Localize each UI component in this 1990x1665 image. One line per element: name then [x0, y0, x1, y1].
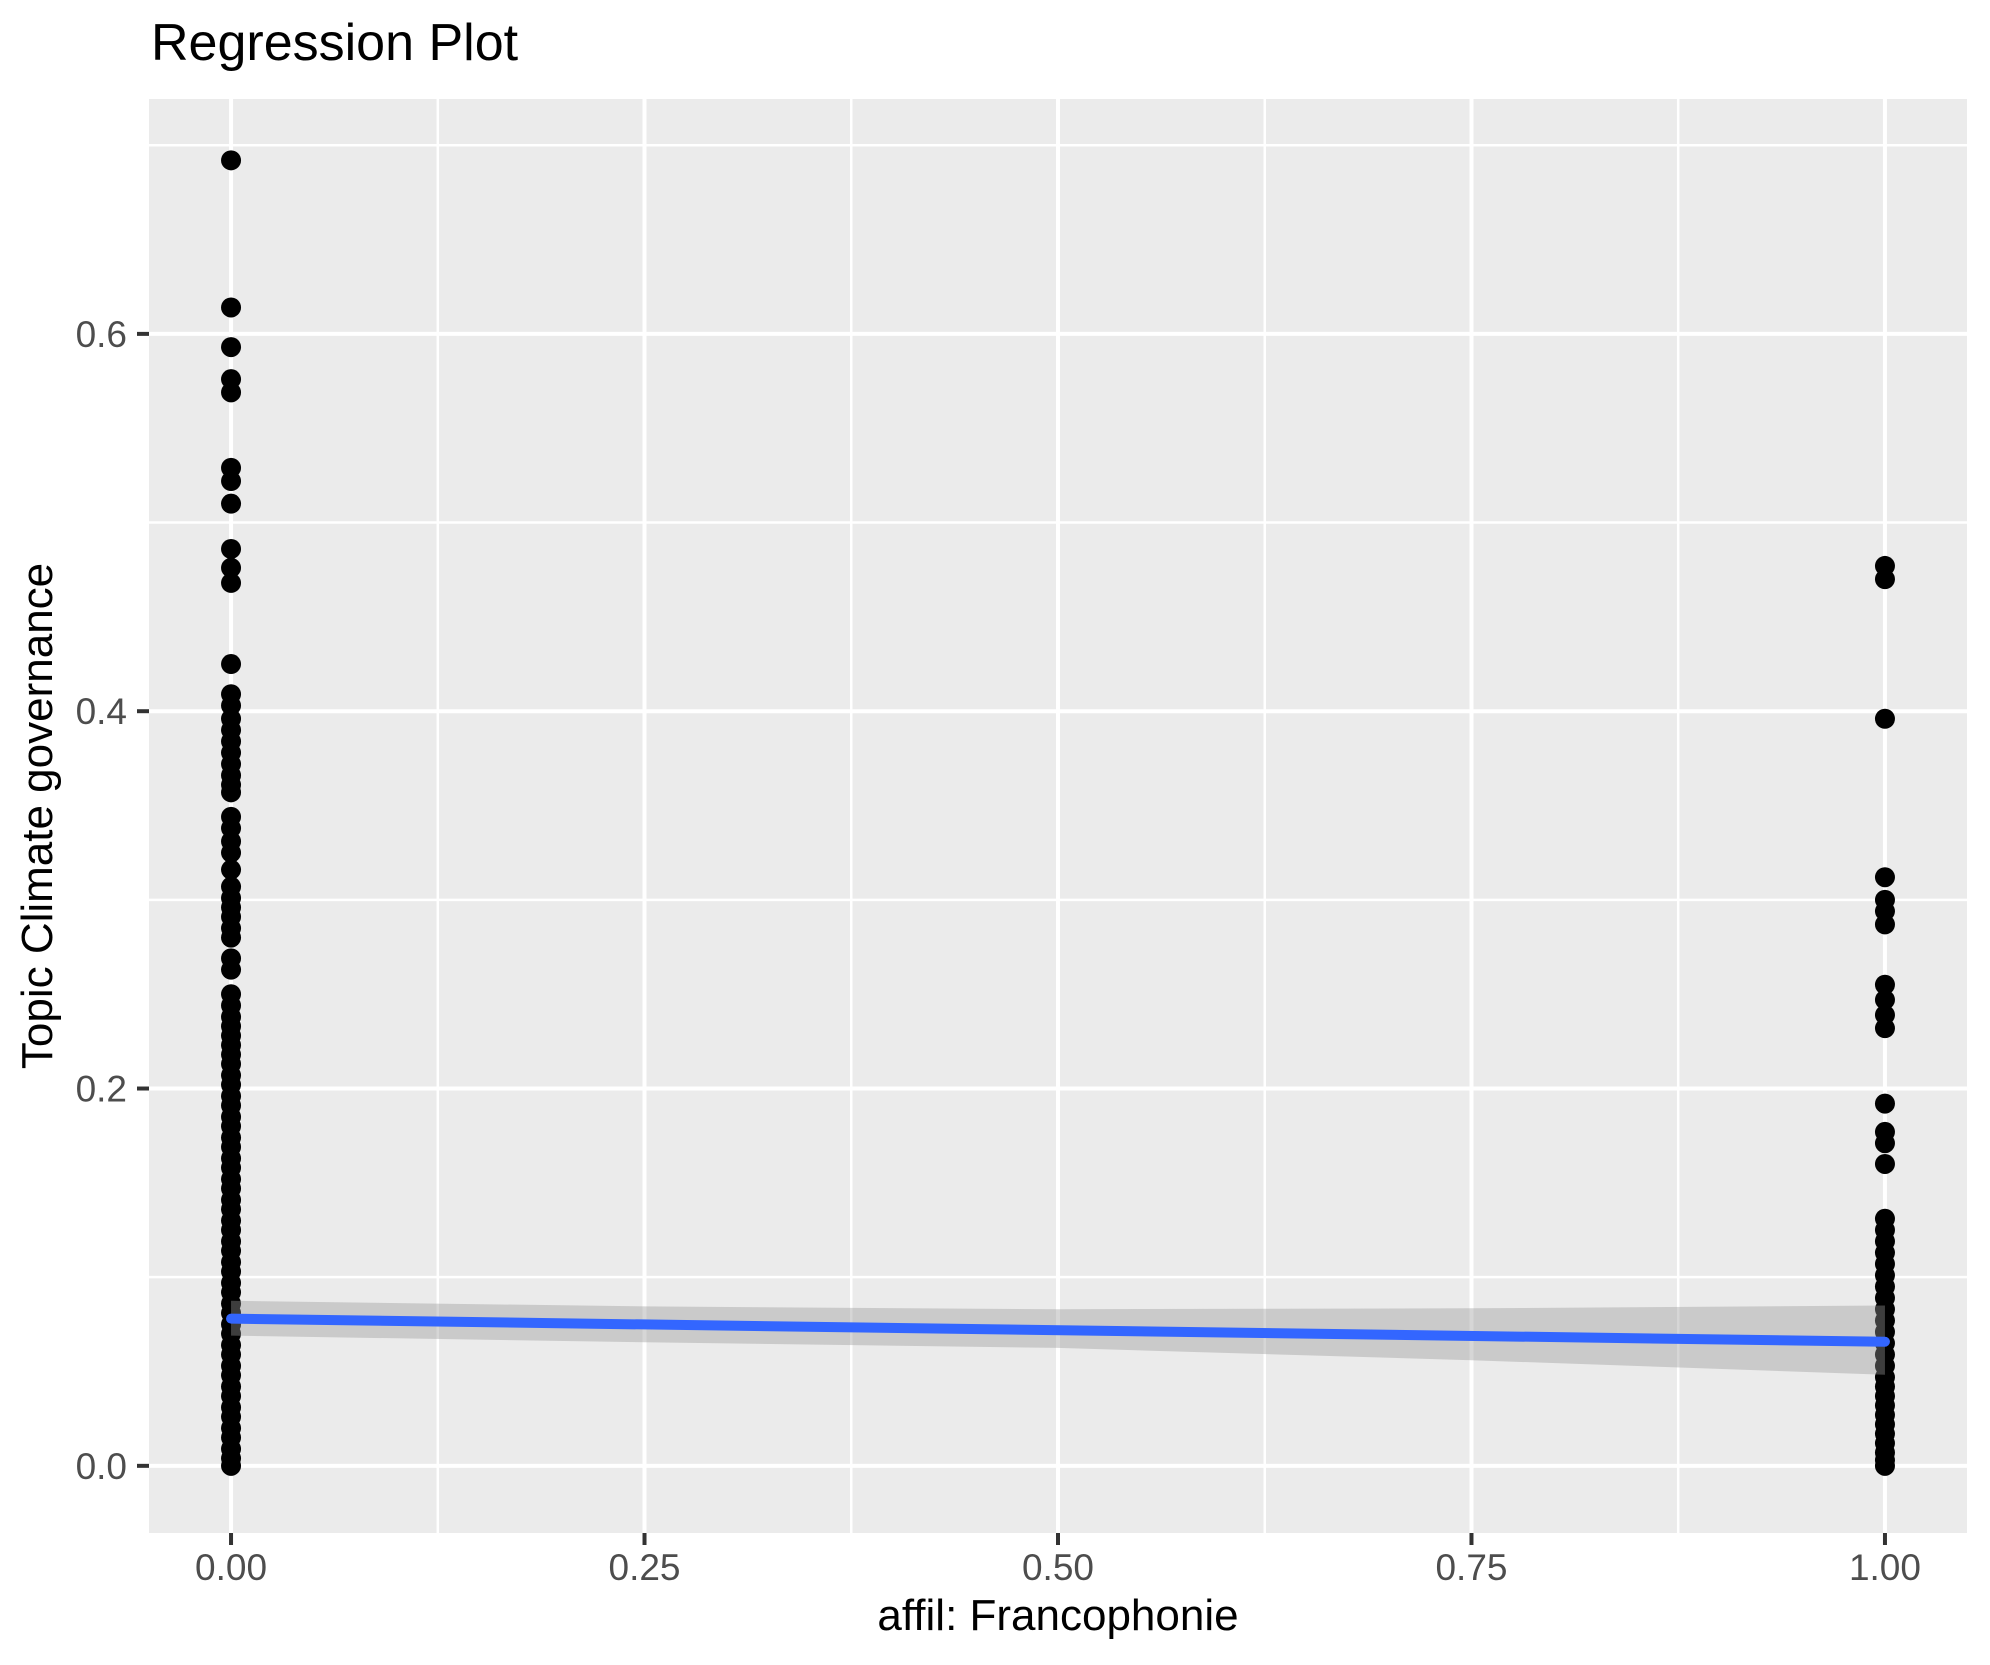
y-tick-label: 0.6	[76, 314, 127, 355]
data-point	[1874, 989, 1895, 1010]
data-point	[221, 1455, 242, 1476]
data-point	[1874, 867, 1895, 888]
data-point	[1874, 974, 1895, 995]
y-tick-label: 0.0	[76, 1446, 127, 1487]
data-point	[221, 493, 242, 514]
x-tick-label: 1.00	[1849, 1547, 1921, 1588]
confidence-band	[231, 1300, 1885, 1375]
y-tick-label: 0.4	[76, 691, 127, 732]
data-point	[1874, 569, 1895, 590]
data-point	[221, 337, 242, 358]
x-axis-title: affil: Francophonie	[877, 1591, 1238, 1640]
data-point	[1874, 1455, 1895, 1476]
axis-tick-marks	[137, 331, 1887, 1545]
y-tick-labels: 0.0 0.2 0.4 0.6	[76, 314, 127, 1487]
plot-title: Regression Plot	[151, 14, 519, 72]
data-point	[1874, 708, 1895, 729]
scatter-points	[221, 150, 1895, 1476]
data-point	[221, 782, 242, 803]
data-point	[221, 842, 242, 863]
data-point	[1874, 1018, 1895, 1039]
x-tick-label: 0.75	[1435, 1547, 1507, 1588]
data-point	[221, 297, 242, 318]
data-point	[1874, 1133, 1895, 1154]
data-point	[221, 859, 242, 880]
data-point	[1874, 914, 1895, 935]
regression-line	[226, 1313, 1890, 1347]
y-axis-title: Topic Climate governance	[13, 563, 62, 1069]
data-point	[221, 654, 242, 675]
data-point	[221, 382, 242, 403]
x-tick-labels: 0.00 0.25 0.50 0.75 1.00	[195, 1547, 1921, 1588]
confidence-ribbon	[231, 1300, 1885, 1375]
data-point	[221, 572, 242, 593]
data-point	[1874, 1093, 1895, 1114]
data-point	[1874, 1153, 1895, 1174]
x-tick-label: 0.00	[195, 1547, 267, 1588]
data-point	[221, 557, 242, 578]
data-point	[221, 959, 242, 980]
x-tick-label: 0.25	[609, 1547, 681, 1588]
data-point	[221, 927, 242, 948]
data-point	[221, 471, 242, 492]
y-tick-label: 0.2	[76, 1069, 127, 1110]
data-point	[221, 538, 242, 559]
fit-line	[226, 1313, 1890, 1347]
x-tick-label: 0.50	[1022, 1547, 1094, 1588]
data-point	[221, 150, 242, 171]
gridlines-major	[149, 99, 1967, 1533]
